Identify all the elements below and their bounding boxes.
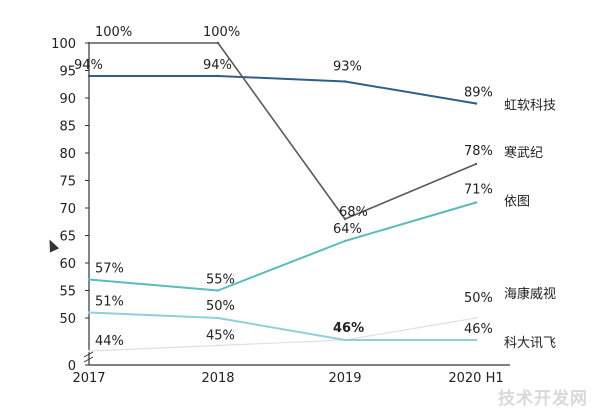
- y-tick-label: 80: [59, 147, 76, 162]
- watermark: 技术开发网: [498, 389, 588, 409]
- data-label: 55%: [206, 273, 235, 288]
- data-point: [87, 74, 91, 78]
- series-line: [88, 201, 477, 292]
- y-tick-label: 60: [59, 257, 76, 272]
- y-tick-label: 65: [59, 230, 76, 245]
- data-label: 57%: [95, 262, 124, 277]
- y-tick-label: 100: [51, 37, 76, 52]
- series-name-label: 寒武纪: [504, 145, 543, 161]
- data-label: 89%: [464, 86, 493, 101]
- series-name-label: 虹软科技: [504, 99, 556, 114]
- y-tick-label: 50: [59, 312, 76, 327]
- x-tick-label: 2017: [72, 371, 105, 386]
- data-label: 50%: [464, 291, 493, 306]
- y-tick-label: 85: [59, 120, 76, 135]
- series-name-label: 依图: [504, 195, 530, 210]
- data-label: 100%: [203, 25, 240, 40]
- data-point: [216, 74, 220, 78]
- data-point: [87, 41, 91, 45]
- data-label: 100%: [95, 25, 132, 40]
- data-point: [87, 278, 91, 281]
- data-label: 94%: [203, 58, 232, 73]
- y-tick-label: 0: [68, 359, 76, 374]
- y-tick-label: 75: [59, 175, 76, 190]
- series-name-label: 海康威视: [504, 286, 556, 302]
- data-point: [474, 201, 478, 204]
- data-label: 46%: [333, 321, 364, 336]
- data-point: [216, 344, 220, 347]
- data-label: 46%: [464, 322, 493, 337]
- data-point: [474, 102, 478, 105]
- data-label: 45%: [206, 329, 235, 344]
- data-point: [474, 316, 478, 320]
- data-point: [87, 311, 91, 314]
- y-tick-label: 70: [59, 202, 76, 217]
- x-tick-label: 2020 H1: [448, 371, 503, 386]
- data-point: [343, 217, 347, 221]
- y-tick-label: 95: [59, 65, 76, 80]
- data-label: 71%: [464, 183, 493, 198]
- data-label: 50%: [206, 299, 235, 314]
- data-point: [343, 239, 347, 243]
- series-line: [88, 42, 477, 220]
- data-label: 44%: [95, 334, 124, 349]
- data-label: 51%: [95, 295, 124, 310]
- data-label: 78%: [464, 144, 493, 159]
- x-tick-label: 2019: [328, 371, 361, 386]
- data-point: [474, 338, 478, 342]
- axis-break-mark: [83, 356, 94, 363]
- data-label: 64%: [333, 222, 362, 237]
- data-point: [343, 338, 347, 342]
- series-line: [88, 317, 477, 352]
- data-point: [216, 41, 220, 45]
- series-line: [88, 75, 477, 105]
- data-point: [474, 162, 478, 166]
- data-point: [216, 316, 220, 320]
- series-name-label: 科大讯飞: [504, 336, 556, 351]
- data-point: [343, 80, 347, 83]
- y-tick-label: 55: [59, 285, 76, 300]
- y-tick-label: 90: [59, 92, 76, 107]
- data-point: [216, 289, 220, 292]
- data-label: 68%: [339, 205, 368, 220]
- data-label: 93%: [333, 60, 362, 75]
- x-tick-label: 2018: [201, 371, 234, 386]
- data-point: [87, 349, 91, 353]
- data-label: 94%: [74, 58, 103, 73]
- series-line: [88, 311, 477, 341]
- axis-break-mark: [83, 351, 94, 358]
